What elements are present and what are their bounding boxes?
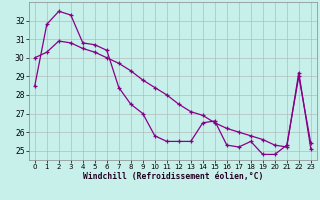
X-axis label: Windchill (Refroidissement éolien,°C): Windchill (Refroidissement éolien,°C) xyxy=(83,172,263,181)
